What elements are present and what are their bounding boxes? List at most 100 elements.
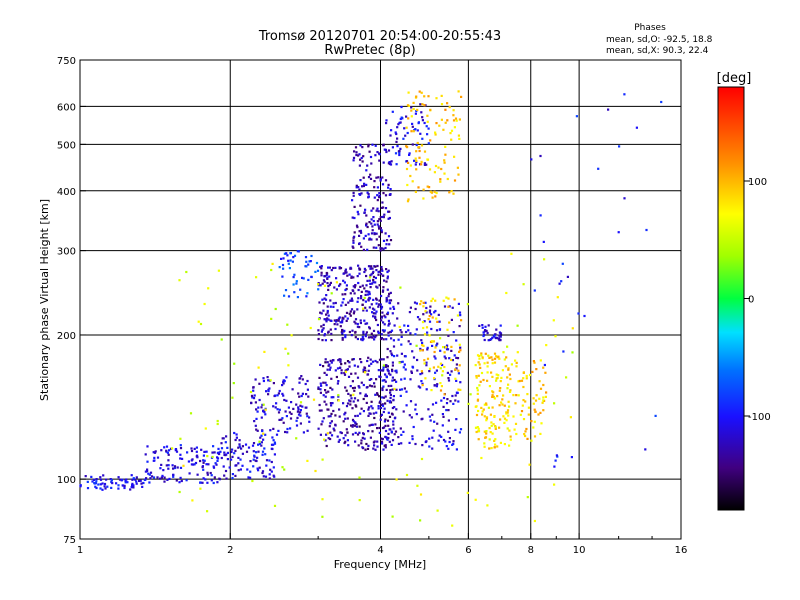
data-point (415, 344, 418, 347)
data-point (399, 286, 402, 289)
data-point (515, 361, 518, 364)
data-point (352, 420, 355, 423)
data-point (355, 184, 358, 187)
data-point (528, 463, 531, 466)
data-point (306, 429, 309, 432)
data-point (379, 337, 383, 341)
data-point (93, 481, 96, 485)
data-point (459, 388, 462, 391)
data-point (210, 479, 213, 482)
data-point (440, 435, 443, 438)
data-point (386, 399, 389, 402)
data-point (438, 320, 441, 323)
data-point (364, 208, 367, 211)
data-point (253, 420, 256, 423)
data-point (343, 373, 347, 376)
data-point (259, 436, 262, 439)
data-point (523, 433, 526, 436)
data-point (296, 410, 299, 413)
data-point (379, 406, 383, 410)
data-point (476, 389, 479, 392)
data-point (167, 464, 170, 467)
x-tick-label: 8 (528, 545, 534, 556)
data-point (358, 230, 361, 233)
data-point (285, 399, 288, 402)
data-point (359, 229, 362, 232)
data-point (270, 317, 273, 320)
data-point (526, 437, 529, 440)
data-point (359, 358, 362, 361)
data-point (146, 460, 149, 463)
data-point (342, 317, 345, 320)
data-point (433, 384, 436, 387)
data-point (362, 368, 365, 371)
data-point (388, 161, 391, 164)
data-point (272, 466, 275, 469)
data-point (340, 431, 343, 435)
data-point (378, 375, 381, 378)
data-point (391, 312, 394, 315)
y-tick-label: 75 (63, 535, 76, 546)
data-point (123, 484, 126, 487)
data-point (193, 447, 196, 450)
data-point (206, 510, 209, 513)
data-point (434, 371, 437, 374)
data-point (309, 260, 312, 263)
data-point (505, 291, 508, 295)
data-point (368, 293, 371, 296)
data-point (375, 378, 378, 381)
data-point (420, 163, 423, 166)
data-point (403, 387, 406, 390)
data-point (337, 319, 340, 322)
data-point (530, 439, 533, 442)
data-point (90, 475, 93, 478)
data-point (457, 173, 460, 176)
data-point (278, 389, 281, 393)
data-point (407, 198, 410, 201)
data-point (92, 478, 96, 481)
data-point (336, 323, 339, 326)
data-point (535, 394, 538, 397)
data-point (382, 192, 385, 195)
data-point (153, 451, 157, 454)
data-point (375, 232, 378, 235)
data-point (543, 258, 546, 261)
data-point (554, 335, 557, 338)
data-point (301, 392, 304, 395)
data-point (386, 311, 390, 314)
data-point (453, 126, 456, 129)
data-point (502, 351, 505, 354)
data-point (407, 340, 410, 343)
data-point (446, 348, 450, 351)
data-point (356, 300, 359, 303)
data-point (439, 349, 442, 352)
data-point (391, 379, 394, 382)
data-point (159, 477, 162, 480)
data-point (538, 380, 541, 383)
data-point (505, 412, 508, 415)
data-point (453, 298, 456, 301)
data-point (202, 468, 205, 471)
data-point (474, 426, 478, 429)
data-point (332, 305, 335, 308)
data-point (304, 256, 308, 259)
data-point (380, 229, 383, 232)
data-point (330, 420, 333, 423)
data-point (302, 431, 305, 434)
data-point (533, 435, 537, 438)
data-point (319, 391, 322, 394)
data-point (387, 269, 390, 272)
data-point (360, 361, 363, 364)
data-point (287, 262, 290, 265)
data-point (453, 179, 457, 182)
data-point (418, 149, 421, 153)
data-point (341, 338, 344, 341)
data-point (332, 427, 335, 430)
data-point (117, 487, 120, 490)
data-point (316, 269, 320, 272)
data-point (484, 325, 487, 328)
data-point (426, 346, 429, 349)
data-point (257, 406, 260, 409)
data-point (308, 416, 311, 419)
data-point (392, 305, 395, 308)
